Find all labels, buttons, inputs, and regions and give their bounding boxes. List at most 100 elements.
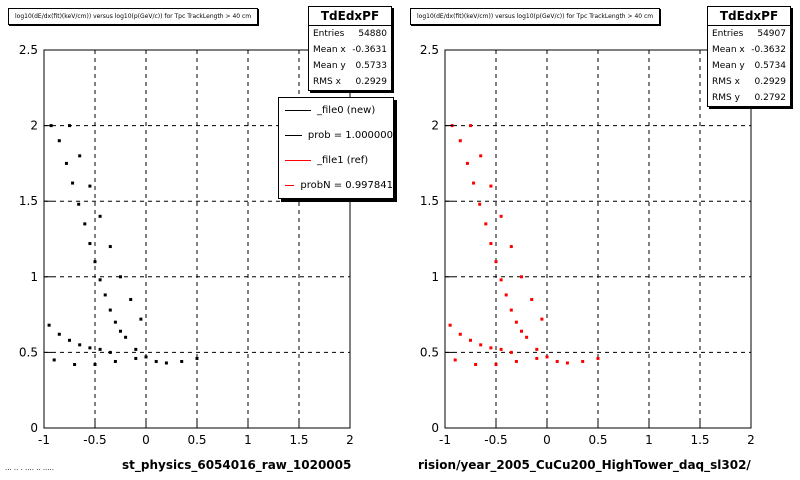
stats-value: 54880 xyxy=(358,29,387,39)
x-tick-label: 0 xyxy=(543,433,551,447)
stats-row: Mean x -0.3631 xyxy=(309,42,391,58)
data-point xyxy=(520,275,523,279)
data-point xyxy=(494,362,498,366)
data-point xyxy=(98,214,102,218)
data-point xyxy=(119,329,122,333)
stats-label: RMS x xyxy=(313,77,341,87)
data-point xyxy=(581,359,585,363)
data-point xyxy=(520,329,523,333)
x-tick-label: -0.5 xyxy=(484,433,507,447)
data-point xyxy=(465,161,469,165)
data-point xyxy=(499,347,503,351)
bottom-left-fragment: ··· ·· · ···· ·· ····· xyxy=(5,466,54,474)
data-point xyxy=(164,361,168,365)
stats-value: -0.3632 xyxy=(751,45,786,55)
data-point xyxy=(57,332,61,336)
stats-label: RMS x xyxy=(712,77,740,87)
legend-label: probN = 0.997841 xyxy=(300,180,393,191)
data-point xyxy=(504,293,508,297)
data-point xyxy=(479,154,483,158)
x-tick-label: 0 xyxy=(142,433,150,447)
x-tick-label: 1 xyxy=(645,433,653,447)
left-stats-title: TdEdxPF xyxy=(309,7,391,26)
right-x-axis-label: rision/year_2005_CuCu200_HighTower_daq_s… xyxy=(418,458,751,472)
left-x-axis-label: st_physics_6054016_raw_1020005 xyxy=(122,458,352,472)
data-point xyxy=(484,222,488,226)
data-point xyxy=(472,181,476,185)
data-point xyxy=(134,356,138,360)
data-point xyxy=(57,139,61,143)
data-point xyxy=(530,297,534,301)
data-point xyxy=(469,124,472,128)
data-point xyxy=(453,358,457,362)
data-point xyxy=(98,278,102,282)
data-point xyxy=(154,359,158,363)
left-plot-title-text: log10(dE/dx(fit)(keV/cm)) versus log10(p… xyxy=(15,13,252,20)
data-point xyxy=(555,359,559,363)
data-point xyxy=(474,362,478,366)
stats-label: Mean y xyxy=(712,61,745,71)
data-point xyxy=(469,338,472,342)
data-point xyxy=(129,297,133,301)
left-scatter-chart: -1 -0.5 0 0.5 1 1.5 2 0 0.5 1 1.5 2 2.5 xyxy=(19,43,354,447)
data-point xyxy=(494,260,498,264)
legend-rows: _file0 (new) prob = 1.000000 _file1 (ref) p… xyxy=(279,98,393,198)
data-point xyxy=(47,323,51,327)
stats-value: 0.2929 xyxy=(355,77,388,87)
data-point xyxy=(596,356,600,360)
data-point xyxy=(68,124,71,128)
data-point xyxy=(144,355,148,359)
data-point xyxy=(108,308,112,312)
data-point xyxy=(525,335,529,339)
stats-label: Entries xyxy=(712,29,744,39)
legend-entry: _file1 (ref) xyxy=(279,148,393,173)
y-tick-label: 2.5 xyxy=(420,43,439,57)
data-point xyxy=(448,323,452,327)
stats-value: 54907 xyxy=(757,29,786,39)
stats-label: RMS y xyxy=(712,93,740,103)
legend-line-swatch xyxy=(285,185,295,186)
data-point xyxy=(134,347,138,351)
x-tick-label: 1.5 xyxy=(690,433,709,447)
stats-value: 0.5734 xyxy=(754,61,787,71)
data-point xyxy=(139,317,143,321)
stats-value: -0.3631 xyxy=(352,45,387,55)
y-tick-label: 2 xyxy=(30,119,38,133)
right-stats-rows: Entries 54907 Mean x -0.3632 Mean y 0.5734 RMS… xyxy=(708,26,790,106)
data-point xyxy=(98,347,102,351)
data-point xyxy=(108,350,112,354)
data-point xyxy=(489,346,493,350)
legend-entry: probN = 0.997841 xyxy=(279,173,393,198)
data-point xyxy=(113,320,117,324)
legend-entry: _file0 (new) xyxy=(279,98,393,123)
data-point xyxy=(77,202,81,206)
data-point xyxy=(499,214,503,218)
x-tick-label: 1.5 xyxy=(289,433,308,447)
data-point xyxy=(458,139,462,143)
legend-label: _file1 (ref) xyxy=(317,155,369,166)
stats-row: Entries 54880 xyxy=(309,26,391,42)
stats-row: RMS x 0.2929 xyxy=(309,74,391,90)
data-point xyxy=(180,359,184,363)
stats-label: Entries xyxy=(313,29,345,39)
left-legend: _file0 (new) prob = 1.000000 _file1 (ref) p… xyxy=(278,97,394,199)
stats-row: Mean x -0.3632 xyxy=(708,42,790,58)
data-point xyxy=(108,245,112,249)
x-tick-label: 0.5 xyxy=(588,433,607,447)
stats-value: 0.2929 xyxy=(754,77,787,87)
data-point xyxy=(68,338,71,342)
right-plot-title-text: log10(dE/dx(fit)(keV/cm)) versus log10(p… xyxy=(417,13,654,20)
legend-label: _file0 (new) xyxy=(317,105,376,116)
data-point xyxy=(88,242,92,246)
stats-row: RMS x 0.2929 xyxy=(708,74,790,90)
data-point xyxy=(195,356,199,360)
data-point xyxy=(78,343,82,347)
data-point xyxy=(479,343,483,347)
data-points xyxy=(47,124,199,366)
data-point xyxy=(113,359,117,363)
data-point xyxy=(73,362,77,366)
data-point xyxy=(119,275,122,279)
data-point xyxy=(93,260,97,264)
legend-line-swatch xyxy=(285,110,311,111)
left-plot-title: log10(dE/dx(fit)(keV/cm)) versus log10(p… xyxy=(8,8,259,25)
